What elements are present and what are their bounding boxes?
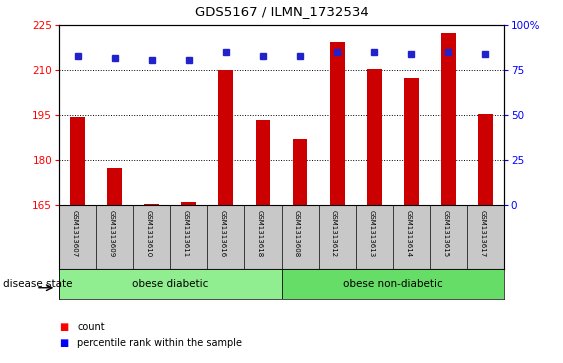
Text: GSM1313614: GSM1313614 [405,210,411,257]
Text: GSM1313607: GSM1313607 [72,210,78,257]
Bar [404,78,419,205]
Bar [256,120,270,205]
Bar [70,117,85,205]
Text: GSM1313617: GSM1313617 [479,210,485,257]
Text: percentile rank within the sample: percentile rank within the sample [77,338,242,348]
Text: GSM1313615: GSM1313615 [443,210,448,257]
Bar [59,269,282,299]
Bar [282,269,504,299]
Text: count: count [77,322,105,332]
Text: GDS5167 / ILMN_1732534: GDS5167 / ILMN_1732534 [195,5,368,19]
Text: GSM1313612: GSM1313612 [331,210,337,257]
Text: GSM1313611: GSM1313611 [183,210,189,257]
Bar [181,202,196,205]
Text: obese diabetic: obese diabetic [132,279,208,289]
Bar [218,70,233,205]
Text: ■: ■ [59,322,68,332]
Bar [330,42,345,205]
Bar [108,168,122,205]
Bar [144,204,159,205]
Text: GSM1313613: GSM1313613 [368,210,374,257]
Text: ■: ■ [59,338,68,348]
Bar [293,139,307,205]
Text: GSM1313609: GSM1313609 [109,210,115,257]
Bar [367,69,382,205]
Bar [478,114,493,205]
Text: obese non-diabetic: obese non-diabetic [343,279,443,289]
Text: GSM1313618: GSM1313618 [257,210,263,257]
Text: GSM1313616: GSM1313616 [220,210,226,257]
Text: disease state: disease state [3,279,72,289]
Bar [441,33,455,205]
Text: GSM1313610: GSM1313610 [146,210,152,257]
Text: GSM1313608: GSM1313608 [294,210,300,257]
